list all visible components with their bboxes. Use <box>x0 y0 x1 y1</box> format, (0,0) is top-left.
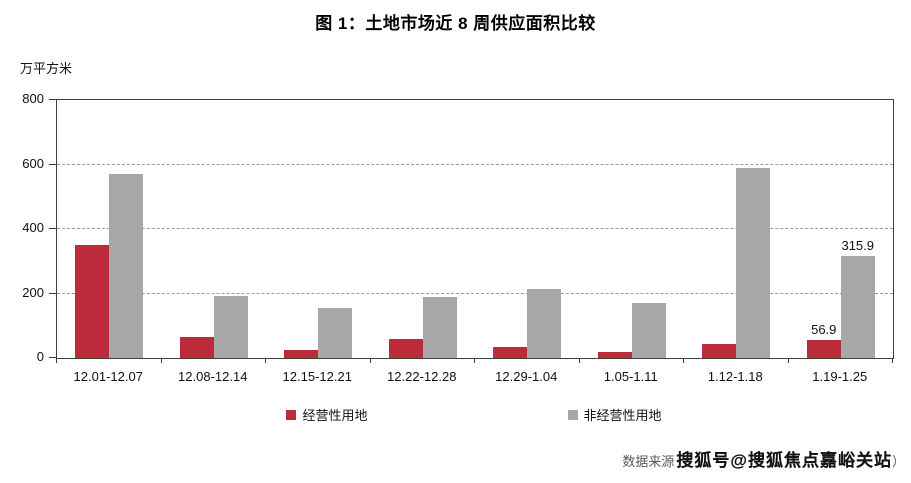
bar-gray-12.01-12.07 <box>109 174 144 358</box>
x-axis-label-12.01-12.07: 12.01-12.07 <box>73 369 143 384</box>
y-tick-label-600: 600 <box>22 155 44 171</box>
x-tick-mark-0 <box>56 358 57 363</box>
x-tick-mark-8 <box>892 358 893 363</box>
bar-red-1.19-1.25 <box>806 339 841 358</box>
legend-item-operating-land: 经营性用地 <box>286 405 368 424</box>
bar-gray-12.22-12.28 <box>422 297 457 358</box>
x-tick-mark-2 <box>265 358 266 363</box>
watermark-text: 搜狐号@搜狐焦点嘉峪关站 <box>676 451 892 470</box>
y-tick-label-800: 800 <box>22 91 44 106</box>
data-source-suffix: ） <box>891 454 905 469</box>
bar-red-12.01-12.07 <box>75 245 110 358</box>
bar-red-1.12-1.18 <box>702 343 737 358</box>
bar-gray-12.08-12.14 <box>213 296 248 358</box>
x-tick-mark-6 <box>683 358 684 363</box>
gridline-400 <box>57 228 893 229</box>
bar-gray-12.29-1.04 <box>527 288 562 358</box>
x-axis-label-12.29-1.04: 12.29-1.04 <box>495 369 558 384</box>
legend-label: 经营性用地 <box>302 408 368 423</box>
x-axis-label-12.22-12.28: 12.22-12.28 <box>387 369 457 384</box>
bar-red-1.05-1.11 <box>597 351 632 358</box>
bar-gray-1.19-1.25 <box>840 256 875 358</box>
bar-red-12.15-12.21 <box>284 349 319 358</box>
y-tick-mark-400 <box>49 228 56 229</box>
chart-title: 图 1：土地市场近 8 周供应面积比较 <box>315 14 596 33</box>
x-axis-label-1.19-1.25: 1.19-1.25 <box>812 369 868 384</box>
footer: 数据来源 搜狐号@搜狐焦点嘉峪关站 ） <box>622 446 905 471</box>
x-tick-mark-1 <box>160 358 162 363</box>
legend-item-non-operating-land: 非经营性用地 <box>567 405 662 424</box>
data-source-text: 数据来源 <box>622 454 675 469</box>
y-tick-label-200: 200 <box>22 284 44 300</box>
x-tick-mark-5 <box>578 358 580 363</box>
x-axis-label-12.15-12.21: 12.15-12.21 <box>282 369 352 384</box>
y-tick-mark-600 <box>49 163 56 165</box>
bar-red-12.22-12.28 <box>388 338 423 358</box>
y-tick-mark-0 <box>49 357 56 358</box>
gridline-200 <box>57 292 893 294</box>
value-label-315.9: 315.9 <box>841 238 875 254</box>
bar-gray-1.05-1.11 <box>631 303 666 358</box>
y-tick-label-400: 400 <box>22 220 44 235</box>
x-tick-mark-7 <box>787 358 789 363</box>
legend-swatch-red <box>286 409 297 420</box>
y-tick-label-0: 0 <box>36 349 44 364</box>
legend-swatch-gray <box>567 409 578 420</box>
plot-area: 56.9 315.9 <box>56 99 894 359</box>
x-tick-mark-4 <box>474 358 475 363</box>
gridline-600 <box>57 163 893 165</box>
x-axis-label-1.12-1.18: 1.12-1.18 <box>707 369 763 384</box>
y-tick-mark-200 <box>49 292 56 294</box>
bar-red-12.29-1.04 <box>493 346 528 358</box>
y-tick-mark-800 <box>49 99 56 100</box>
x-axis-label-1.05-1.11: 1.05-1.11 <box>603 369 658 384</box>
x-axis-label-12.08-12.14: 12.08-12.14 <box>178 369 248 384</box>
bar-gray-1.12-1.18 <box>736 168 771 358</box>
legend: 经营性用地 非经营性用地 <box>56 405 892 424</box>
x-tick-mark-3 <box>369 358 371 363</box>
bar-gray-12.15-12.21 <box>318 308 353 358</box>
value-label-56.9: 56.9 <box>811 321 837 337</box>
bar-red-12.08-12.14 <box>179 337 214 358</box>
y-axis-unit-label: 万平方米 <box>20 61 73 76</box>
legend-label: 非经营性用地 <box>583 408 662 423</box>
